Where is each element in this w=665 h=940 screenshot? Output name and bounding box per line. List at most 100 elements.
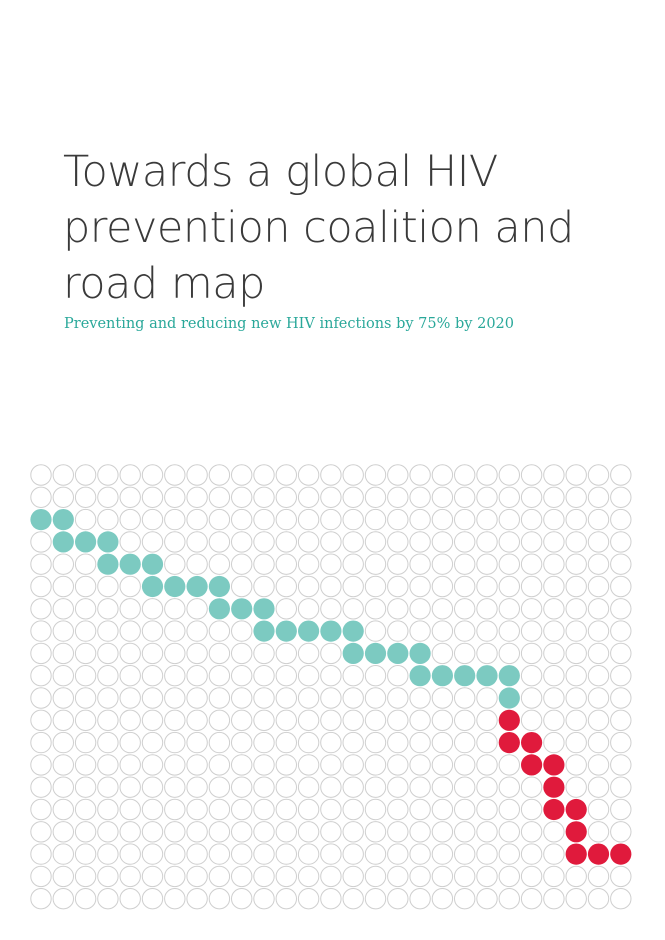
empty-dot [253,464,275,486]
empty-dot [610,665,632,687]
empty-dot [476,575,498,598]
empty-dot [587,798,610,821]
empty-dot [587,531,610,553]
teal-dot [186,575,208,598]
empty-dot [119,575,141,598]
empty-dot [119,531,141,553]
empty-dot [97,598,119,620]
empty-dot [565,486,587,508]
teal-dot [253,620,275,642]
red-dot [498,732,520,754]
empty-dot [208,486,231,508]
empty-dot [565,598,587,620]
empty-dot [30,575,52,598]
empty-dot [520,598,543,620]
empty-dot [498,575,520,598]
empty-dot [275,843,297,865]
empty-dot [476,620,498,642]
teal-dot [141,553,164,575]
empty-dot [30,687,52,709]
empty-dot [409,731,431,754]
empty-dot [30,620,52,642]
empty-dot [387,553,409,575]
empty-dot [164,865,186,888]
empty-dot [74,865,97,888]
empty-dot [498,754,520,776]
empty-dot [208,531,231,553]
title-line-3: road map [63,259,265,309]
empty-dot [565,464,587,486]
empty-dot [253,486,275,508]
empty-dot [74,776,97,798]
empty-dot [97,464,119,486]
empty-dot [342,531,364,553]
empty-dot [275,575,297,598]
empty-dot [431,553,454,575]
empty-dot [320,553,342,575]
empty-dot [565,575,587,598]
teal-dot [498,665,520,687]
empty-dot [409,620,431,642]
empty-dot [231,776,253,798]
empty-dot [364,508,387,531]
empty-dot [565,665,587,687]
empty-dot [30,709,52,731]
empty-dot [543,865,565,888]
empty-dot [364,865,387,888]
empty-dot [119,888,141,910]
empty-dot [364,709,387,731]
empty-dot [320,642,342,665]
empty-dot [587,687,610,709]
empty-dot [587,575,610,598]
empty-dot [587,464,610,486]
empty-dot [520,888,543,910]
empty-dot [565,687,587,709]
empty-dot [275,531,297,553]
red-dot [565,798,587,821]
empty-dot [476,598,498,620]
empty-dot [208,642,231,665]
empty-dot [164,642,186,665]
empty-dot [186,598,208,620]
empty-dot [30,464,52,486]
empty-dot [543,575,565,598]
empty-dot [297,598,320,620]
empty-dot [587,620,610,642]
teal-dot [342,642,364,665]
empty-dot [565,508,587,531]
empty-dot [364,553,387,575]
empty-dot [610,754,632,776]
empty-dot [610,464,632,486]
empty-dot [543,731,565,754]
empty-dot [141,642,164,665]
empty-dot [253,553,275,575]
empty-dot [409,687,431,709]
empty-dot [275,642,297,665]
empty-dot [297,687,320,709]
empty-dot [208,888,231,910]
empty-dot [342,598,364,620]
empty-dot [52,865,74,888]
empty-dot [119,821,141,843]
empty-dot [520,798,543,821]
empty-dot [119,709,141,731]
empty-dot [141,776,164,798]
empty-dot [74,798,97,821]
empty-dot [610,575,632,598]
empty-dot [275,821,297,843]
empty-dot [97,575,119,598]
empty-dot [208,731,231,754]
teal-dot [97,553,119,575]
empty-dot [364,843,387,865]
empty-dot [30,776,52,798]
teal-dot [298,620,320,642]
empty-dot [431,776,454,798]
empty-dot [610,798,632,821]
empty-dot [208,776,231,798]
empty-dot [520,776,543,798]
empty-dot [610,642,632,665]
empty-dot [208,821,231,843]
teal-dot [208,575,230,598]
empty-dot [587,865,610,888]
empty-dot [320,731,342,754]
